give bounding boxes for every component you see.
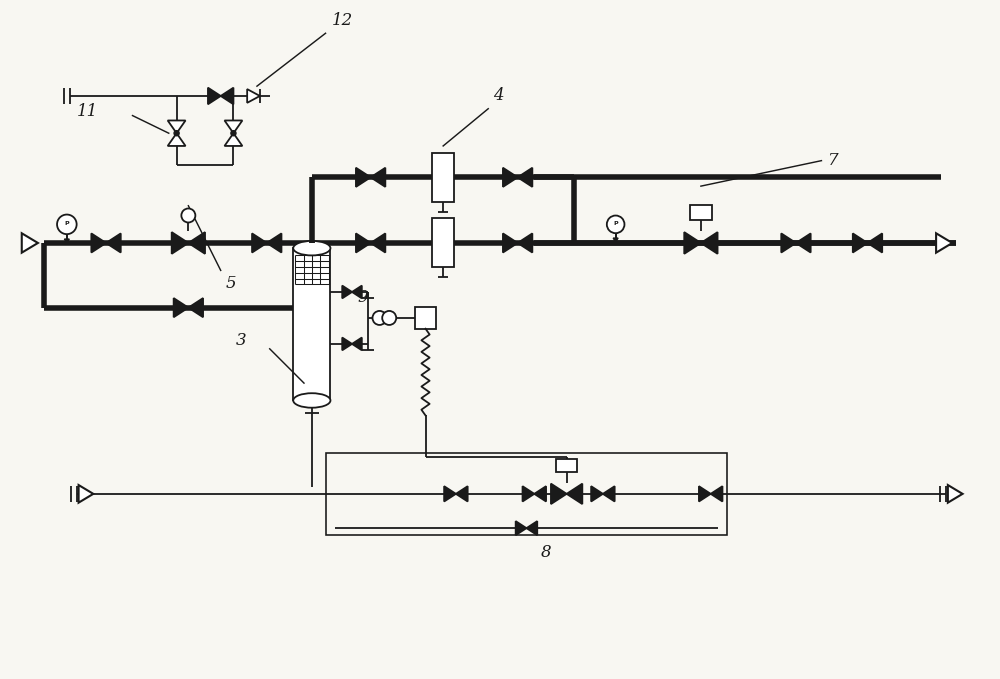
Polygon shape (868, 234, 882, 253)
Bar (415, 307, 436, 329)
Polygon shape (64, 239, 69, 243)
Polygon shape (106, 234, 121, 253)
Text: 8: 8 (541, 544, 552, 561)
Polygon shape (225, 133, 242, 146)
Bar (556, 458, 577, 472)
Polygon shape (356, 234, 371, 253)
Bar (432, 219, 454, 268)
Circle shape (57, 215, 77, 234)
Text: 9: 9 (358, 289, 369, 306)
Polygon shape (526, 521, 537, 535)
Polygon shape (267, 234, 281, 253)
Polygon shape (518, 234, 532, 253)
Polygon shape (551, 483, 567, 504)
Polygon shape (168, 133, 186, 146)
Bar (690, 206, 712, 219)
Polygon shape (225, 120, 242, 133)
Polygon shape (208, 88, 221, 105)
Text: 3: 3 (235, 333, 246, 350)
Polygon shape (684, 232, 701, 254)
Text: 7: 7 (828, 152, 839, 169)
Polygon shape (701, 232, 718, 254)
Polygon shape (168, 120, 186, 133)
Polygon shape (503, 168, 518, 187)
Polygon shape (516, 521, 526, 535)
Polygon shape (523, 486, 534, 502)
Polygon shape (534, 486, 546, 502)
Polygon shape (603, 486, 615, 502)
Polygon shape (342, 286, 352, 298)
Polygon shape (188, 232, 205, 254)
Polygon shape (371, 168, 385, 187)
Bar (326, 453, 727, 535)
Polygon shape (853, 234, 868, 253)
Polygon shape (444, 486, 456, 502)
Circle shape (174, 130, 179, 136)
Text: 4: 4 (493, 87, 504, 104)
Polygon shape (352, 337, 362, 350)
Polygon shape (456, 486, 468, 502)
Polygon shape (591, 486, 603, 502)
Circle shape (181, 208, 195, 223)
Polygon shape (518, 168, 532, 187)
Bar (432, 153, 454, 202)
Text: 11: 11 (77, 103, 98, 120)
Circle shape (373, 311, 387, 325)
Circle shape (231, 130, 236, 136)
Text: P: P (613, 221, 618, 226)
Polygon shape (252, 234, 267, 253)
Polygon shape (91, 234, 106, 253)
Polygon shape (342, 337, 352, 350)
Polygon shape (699, 486, 711, 502)
Polygon shape (356, 168, 371, 187)
Circle shape (382, 311, 396, 325)
Polygon shape (503, 234, 518, 253)
Text: 12: 12 (331, 12, 353, 29)
Polygon shape (352, 286, 362, 298)
Polygon shape (174, 298, 188, 317)
Polygon shape (172, 232, 188, 254)
Polygon shape (188, 298, 203, 317)
Polygon shape (796, 234, 811, 253)
Polygon shape (567, 483, 582, 504)
Polygon shape (22, 234, 38, 253)
Bar (293, 248, 330, 401)
Polygon shape (613, 238, 618, 242)
Text: P: P (65, 221, 69, 226)
Polygon shape (936, 234, 952, 253)
Polygon shape (371, 234, 385, 253)
Polygon shape (711, 486, 722, 502)
Ellipse shape (293, 241, 330, 255)
Polygon shape (221, 88, 233, 105)
Circle shape (607, 215, 624, 233)
Polygon shape (948, 485, 963, 502)
Polygon shape (781, 234, 796, 253)
Polygon shape (79, 485, 93, 502)
Text: 5: 5 (226, 275, 236, 293)
Ellipse shape (293, 393, 330, 407)
Polygon shape (247, 89, 260, 103)
